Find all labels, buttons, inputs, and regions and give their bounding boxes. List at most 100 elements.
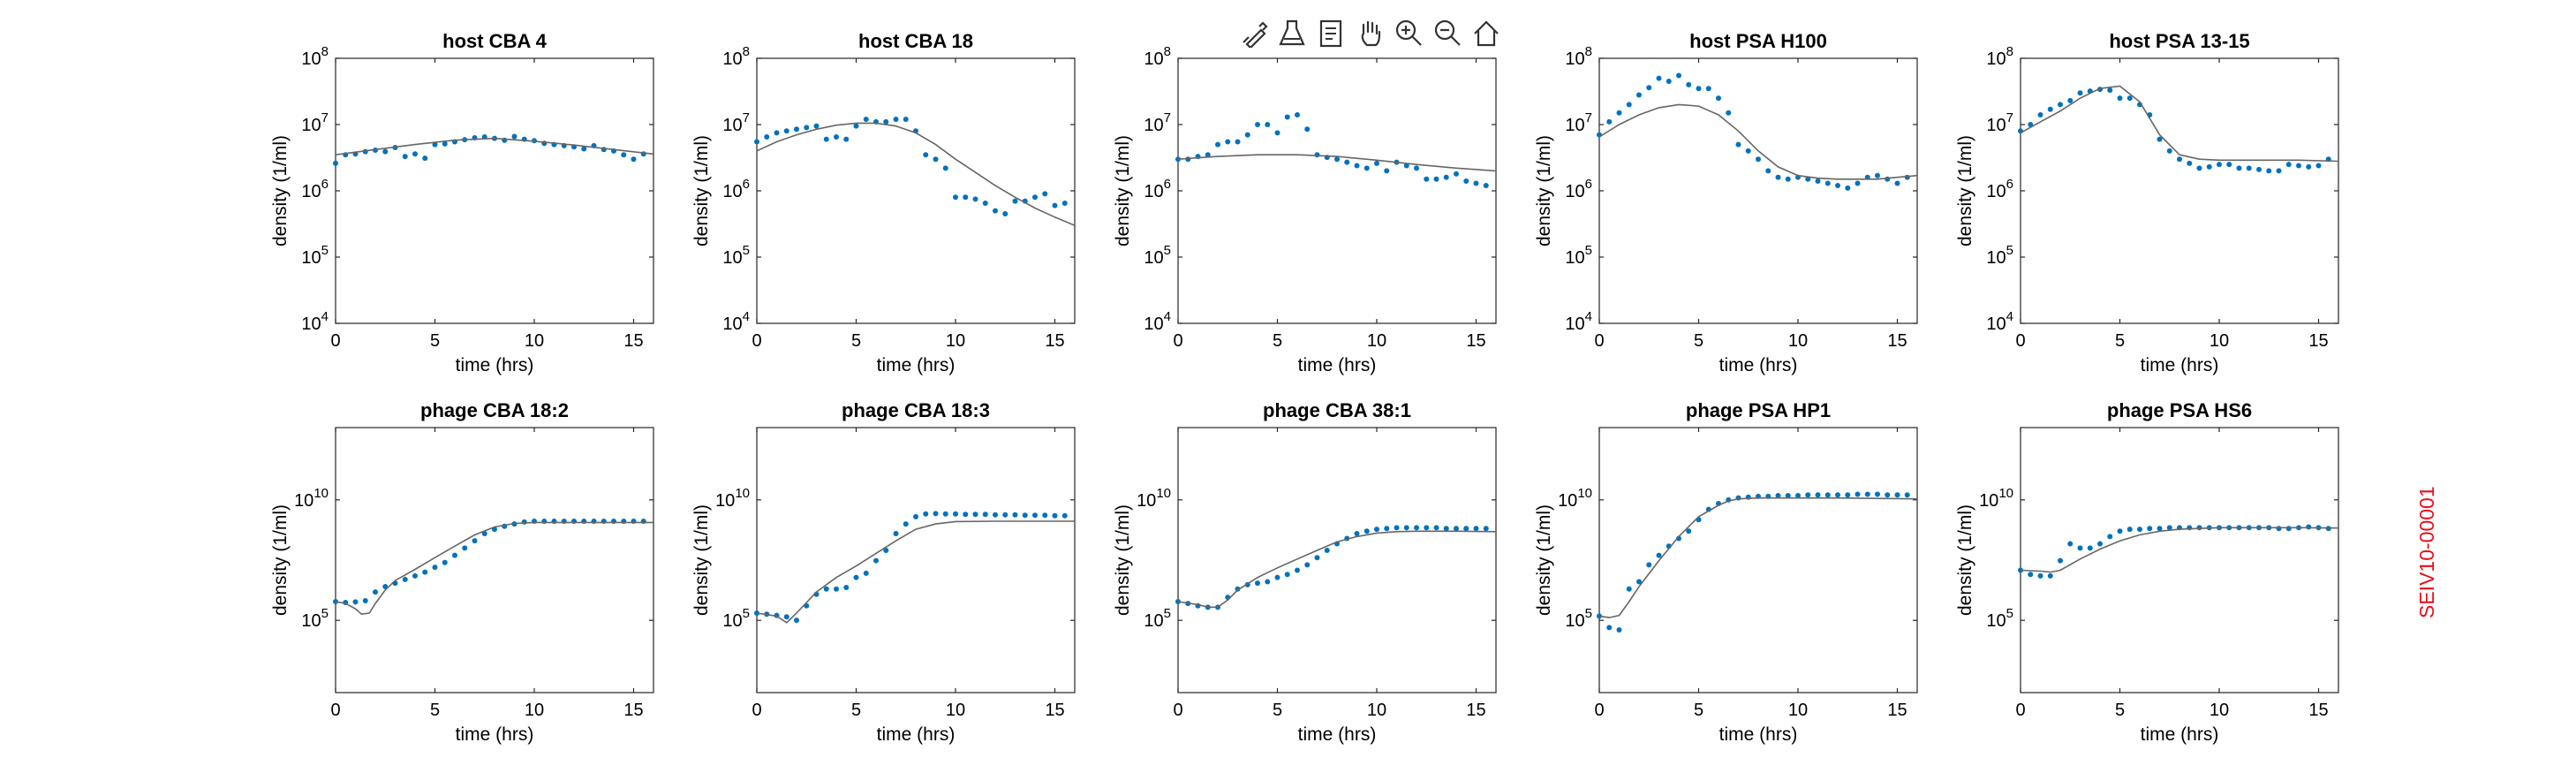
data-point (903, 521, 909, 527)
edit-plot-button[interactable] (1236, 16, 1270, 49)
subplot-10: 0 5 10 15 105 1010 phage PSA HS6 time (hrs) dens… (1955, 399, 2339, 745)
data-point (2157, 526, 2163, 532)
figure-toolbar (1236, 16, 1503, 49)
y-axis-label: density (1/ml) (1113, 504, 1133, 616)
y-tick-label: 104 (1144, 309, 1171, 334)
data-point (883, 548, 889, 554)
data-point (853, 123, 859, 129)
x-tick-label: 15 (1466, 701, 1485, 720)
x-tick-label: 15 (1887, 331, 1907, 351)
data-point (1374, 160, 1379, 166)
data-point (2117, 95, 2123, 102)
data-point (2157, 136, 2163, 142)
subplot-8: 0 5 10 15 105 1010 phage CBA 38:1 time (hrs) den… (1113, 399, 1497, 745)
subplot-title: host PSA H100 (1689, 30, 1827, 52)
y-axis-label: density (1/ml) (270, 135, 291, 246)
data-point (402, 154, 408, 160)
axes-box (2020, 57, 2339, 324)
data-point (2306, 524, 2312, 530)
data-point (333, 160, 338, 166)
data-point (1656, 552, 1662, 558)
data-point (1686, 528, 1692, 534)
data-point (412, 572, 418, 579)
x-tick-label: 15 (1466, 331, 1485, 351)
data-point (923, 152, 929, 158)
subplot-title: host CBA 4 (442, 30, 548, 52)
model-fit-line (1598, 103, 1918, 180)
brush-data-button[interactable] (1275, 16, 1309, 49)
data-point (1384, 168, 1390, 174)
data-point (432, 565, 438, 571)
data-point (774, 130, 780, 136)
data-point (1894, 180, 1900, 186)
data-point (863, 570, 869, 576)
data-point (1433, 176, 1439, 182)
data-point (1756, 156, 1761, 163)
data-tips-button[interactable] (1314, 16, 1348, 49)
y-axis-label: density (1/ml) (1955, 135, 1975, 246)
data-point (1354, 530, 1360, 536)
data-point (2177, 156, 2182, 163)
data-point (2137, 527, 2142, 533)
data-point (982, 512, 988, 518)
data-point (1824, 492, 1831, 498)
data-point (1334, 156, 1340, 163)
data-point (2037, 112, 2043, 118)
x-axis-label: time (hrs) (1719, 724, 1798, 745)
data-point (352, 599, 359, 605)
x-tick-label: 15 (1887, 701, 1907, 720)
data-point (1175, 156, 1181, 163)
pan-button[interactable] (1353, 16, 1386, 49)
data-point (631, 156, 637, 163)
data-point (1403, 163, 1409, 169)
axes-box (1177, 427, 1497, 693)
zoom-in-button[interactable] (1392, 16, 1425, 49)
y-tick-label: 107 (1144, 110, 1171, 135)
subplot-title: phage CBA 38:1 (1263, 399, 1411, 421)
model-fit-line (756, 520, 1075, 624)
data-brush-icon (1279, 19, 1305, 46)
x-axis-label: time (hrs) (1298, 355, 1377, 375)
model-fit-line (1177, 530, 1497, 609)
data-point (1374, 527, 1379, 533)
y-tick-label: 1010 (1979, 486, 2013, 511)
data-point (581, 146, 587, 152)
data-point (834, 134, 839, 140)
data-point (1235, 139, 1241, 145)
data-point (1032, 512, 1038, 519)
y-tick-label: 105 (1986, 243, 2013, 268)
data-point (1885, 492, 1891, 498)
x-tick-label: 15 (2308, 331, 2328, 351)
data-point (1666, 79, 1672, 85)
zoom-out-button[interactable] (1431, 16, 1464, 49)
data-point (942, 511, 948, 517)
data-point (754, 139, 759, 145)
data-point (1284, 572, 1290, 578)
x-tick-label: 5 (2115, 331, 2125, 351)
brush-edit-icon (1243, 21, 1268, 48)
data-point (2296, 163, 2301, 169)
subplot-title: phage PSA HP1 (1686, 399, 1831, 421)
data-point (1815, 492, 1821, 498)
data-point (1454, 171, 1459, 177)
data-point (2166, 148, 2172, 154)
data-point (1255, 580, 1260, 587)
data-point (2217, 162, 2222, 168)
restore-view-button[interactable] (1469, 16, 1503, 49)
x-tick-label: 10 (946, 701, 965, 720)
x-axis-label: time (hrs) (1719, 355, 1798, 375)
data-point (2058, 102, 2063, 108)
y-tick-label: 1010 (1137, 486, 1171, 511)
x-tick-label: 10 (946, 331, 965, 351)
model-fit-line (1598, 496, 1918, 618)
x-tick-label: 0 (1173, 701, 1182, 720)
x-tick-label: 10 (2210, 331, 2229, 351)
data-point (823, 586, 829, 592)
y-tick-label: 105 (1565, 606, 1592, 631)
data-point (1626, 586, 1632, 592)
data-point (953, 194, 958, 201)
data-tips-icon (1319, 19, 1342, 48)
data-point (883, 118, 889, 125)
data-point (472, 538, 478, 544)
data-point (1805, 492, 1811, 498)
